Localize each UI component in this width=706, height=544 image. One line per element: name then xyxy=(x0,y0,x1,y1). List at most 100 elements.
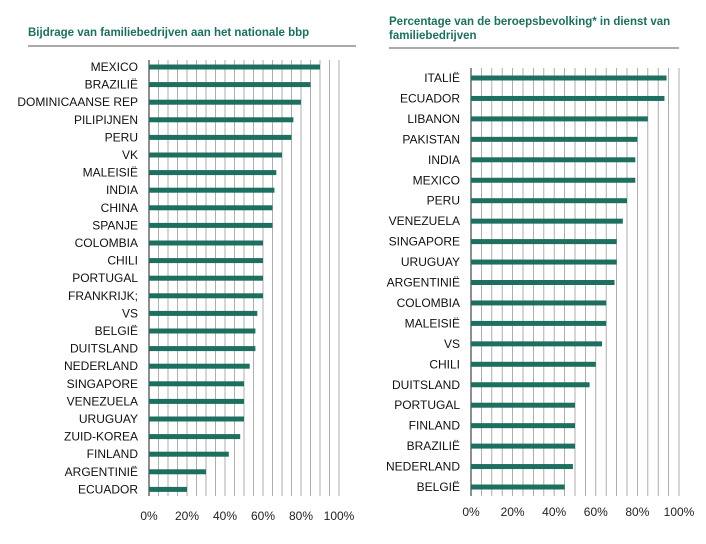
left-category-label: PORTUGAL xyxy=(72,271,138,285)
left-bar xyxy=(149,99,301,105)
right-category-label: BELGIË xyxy=(417,480,460,494)
right-category-label: NEDERLAND xyxy=(386,460,460,474)
right-x-tick-label: 100% xyxy=(664,505,695,519)
left-category-label: SPANJE xyxy=(92,218,138,232)
right-x-tick-label: 80% xyxy=(625,505,649,519)
right-category-label: LIBANON xyxy=(407,112,460,126)
left-bar xyxy=(149,152,282,158)
right-bar xyxy=(471,464,573,470)
left-x-tick-label: 40% xyxy=(213,509,237,523)
left-bar xyxy=(149,363,250,369)
right-category-label: MEXICO xyxy=(413,173,460,187)
left-x-tick-label: 0% xyxy=(140,509,158,523)
right-category-label: URUGUAY xyxy=(401,255,460,269)
left-bar xyxy=(149,82,311,88)
right-bar xyxy=(471,95,665,101)
right-bar xyxy=(471,157,636,163)
right-bar xyxy=(471,484,565,490)
right-category-label: BRAZILIË xyxy=(407,439,460,453)
left-bar xyxy=(149,416,244,422)
left-category-label: CHINA xyxy=(101,201,138,215)
left-category-label: VK xyxy=(122,148,138,162)
left-category-label: DUITSLAND xyxy=(70,342,138,356)
left-bar xyxy=(149,64,320,70)
right-bar xyxy=(471,239,617,245)
left-chart-title: Bijdrage van familiebedrijven aan het na… xyxy=(28,27,310,39)
left-category-label: COLOMBIA xyxy=(75,236,138,250)
left-category-label: DOMINICAANSE REP xyxy=(17,95,138,109)
right-bar xyxy=(471,341,603,347)
right-category-label: PAKISTAN xyxy=(402,132,460,146)
right-bar xyxy=(471,136,638,142)
right-category-label: VENEZUELA xyxy=(389,214,460,228)
left-bar xyxy=(149,205,273,211)
left-category-label: INDIA xyxy=(106,183,138,197)
left-bar xyxy=(149,258,263,264)
left-category-label: BELGIË xyxy=(95,324,138,338)
right-x-tick-label: 40% xyxy=(542,505,566,519)
left-bar xyxy=(149,170,277,176)
right-bar xyxy=(471,402,575,408)
left-bar xyxy=(149,187,275,193)
left-bar xyxy=(149,275,263,281)
left-bar xyxy=(149,310,258,316)
left-category-label: FRANKRIJK; xyxy=(68,289,138,303)
right-x-tick-label: 60% xyxy=(584,505,608,519)
right-bar xyxy=(471,218,623,224)
right-category-label: MALEISIË xyxy=(405,316,460,330)
left-bar xyxy=(149,117,294,123)
left-category-label: VS xyxy=(122,306,138,320)
left-bar xyxy=(149,486,187,492)
left-x-tick-label: 60% xyxy=(251,509,275,523)
right-category-label: COLOMBIA xyxy=(397,296,460,310)
left-category-label: PERU xyxy=(105,130,138,144)
left-x-tick-label: 80% xyxy=(289,509,313,523)
right-category-label: PORTUGAL xyxy=(394,398,460,412)
right-bar xyxy=(471,423,575,429)
left-category-label: ECUADOR xyxy=(78,482,138,496)
right-category-label: ARGENTINIË xyxy=(387,276,460,290)
right-category-label: SINGAPORE xyxy=(389,235,460,249)
right-bar xyxy=(471,177,636,183)
left-x-tick-label: 20% xyxy=(175,509,199,523)
left-bar xyxy=(149,328,256,334)
right-category-label: INDIA xyxy=(428,153,460,167)
right-bar xyxy=(471,300,607,306)
right-bar xyxy=(471,443,575,449)
left-bar xyxy=(149,222,273,228)
left-bar xyxy=(149,451,229,457)
left-category-label: PILIPIJNEN xyxy=(74,113,138,127)
left-category-label: ARGENTINIË xyxy=(65,465,138,479)
right-category-label: ITALIË xyxy=(424,71,460,85)
right-category-label: VS xyxy=(444,337,460,351)
left-bar xyxy=(149,346,256,352)
right-chart-title: Percentage van de beroepsbevolking* in d… xyxy=(389,16,671,42)
left-bar xyxy=(149,469,206,475)
left-bar xyxy=(149,240,263,246)
left-category-label: URUGUAY xyxy=(79,412,138,426)
left-category-label: MEXICO xyxy=(91,60,138,74)
left-bar xyxy=(149,134,292,140)
left-category-label: ZUID-KOREA xyxy=(64,430,138,444)
right-bar xyxy=(471,382,590,388)
right-bar xyxy=(471,361,596,367)
right-x-tick-label: 0% xyxy=(462,505,480,519)
left-bar xyxy=(149,381,244,387)
right-bar xyxy=(471,75,667,81)
left-category-label: CHILI xyxy=(107,254,138,268)
left-category-label: MALEISIË xyxy=(83,166,138,180)
left-bar xyxy=(149,293,263,299)
left-x-tick-label: 100% xyxy=(324,509,355,523)
right-category-label: ECUADOR xyxy=(400,91,460,105)
right-bar xyxy=(471,259,617,265)
left-category-label: SINGAPORE xyxy=(67,377,138,391)
left-category-label: VENEZUELA xyxy=(67,394,138,408)
right-bar xyxy=(471,280,615,285)
left-category-label: NEDERLAND xyxy=(64,359,138,373)
right-category-label: FINLAND xyxy=(409,419,461,433)
left-category-label: BRAZILIË xyxy=(85,78,138,92)
left-bar xyxy=(149,398,244,404)
right-category-label: CHILI xyxy=(429,357,460,371)
right-category-label: DUITSLAND xyxy=(392,378,460,392)
